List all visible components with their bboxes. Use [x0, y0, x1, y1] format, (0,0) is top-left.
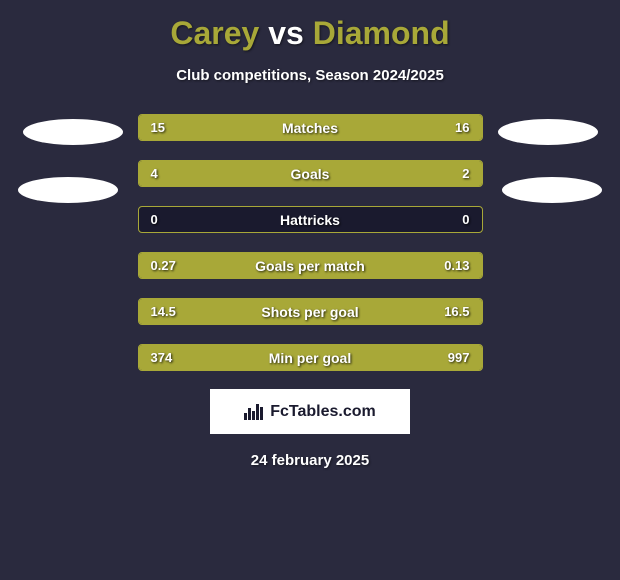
- stat-row: 4 Goals 2: [138, 160, 483, 187]
- player1-avatar: [23, 119, 123, 145]
- stat-label: Goals per match: [255, 258, 365, 274]
- stat-value-right: 2: [462, 166, 469, 181]
- stat-value-right: 0: [462, 212, 469, 227]
- stat-value-left: 0: [151, 212, 158, 227]
- stat-label: Shots per goal: [261, 304, 358, 320]
- stat-value-left: 374: [151, 350, 173, 365]
- player1-avatar-2: [18, 177, 118, 203]
- player2-name: Diamond: [313, 15, 450, 51]
- player2-avatar-2: [502, 177, 602, 203]
- stat-row: 0.27 Goals per match 0.13: [138, 252, 483, 279]
- stat-label: Matches: [282, 120, 338, 136]
- chart-icon: [244, 404, 264, 420]
- subtitle: Club competitions, Season 2024/2025: [176, 67, 444, 84]
- stats-area: 15 Matches 16 4 Goals 2 0 Hattricks 0 0.27 Goals p…: [0, 114, 620, 371]
- stat-value-left: 14.5: [151, 304, 176, 319]
- stat-label: Hattricks: [280, 212, 340, 228]
- stat-value-right: 16.5: [444, 304, 469, 319]
- stat-label: Goals: [291, 166, 330, 182]
- stat-value-right: 16: [455, 120, 469, 135]
- stat-row: 374 Min per goal 997: [138, 344, 483, 371]
- brand-text: FcTables.com: [270, 403, 376, 421]
- vs-separator: vs: [268, 15, 304, 51]
- date-label: 24 february 2025: [251, 452, 369, 469]
- stat-value-left: 0.27: [151, 258, 176, 273]
- stat-row: 15 Matches 16: [138, 114, 483, 141]
- stat-row: 14.5 Shots per goal 16.5: [138, 298, 483, 325]
- stat-value-right: 0.13: [444, 258, 469, 273]
- player1-name: Carey: [170, 15, 259, 51]
- stats-bars: 15 Matches 16 4 Goals 2 0 Hattricks 0 0.27 Goals p…: [138, 114, 483, 371]
- brand-badge[interactable]: FcTables.com: [210, 389, 410, 434]
- stat-row: 0 Hattricks 0: [138, 206, 483, 233]
- page-title: Carey vs Diamond: [170, 15, 449, 52]
- stat-value-right: 997: [448, 350, 470, 365]
- stat-label: Min per goal: [269, 350, 351, 366]
- stat-value-left: 4: [151, 166, 158, 181]
- stat-value-left: 15: [151, 120, 165, 135]
- comparison-container: Carey vs Diamond Club competitions, Seas…: [0, 0, 620, 479]
- stat-bar-left: [139, 161, 368, 186]
- player2-avatar: [498, 119, 598, 145]
